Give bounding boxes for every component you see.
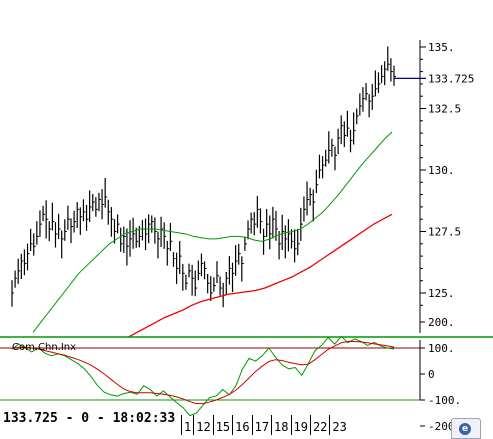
date-tick: 22 xyxy=(309,415,329,435)
date-tick: 19 xyxy=(290,415,310,435)
date-tick: 15 xyxy=(212,415,232,435)
price-tick-label: 125. xyxy=(428,287,455,300)
app-globe-icon: e xyxy=(459,423,471,435)
date-tick: 1 xyxy=(181,415,193,435)
indicator-axis: 200. 100. 0 -100. -200 xyxy=(428,316,461,433)
date-tick: 23 xyxy=(329,415,348,435)
indicator-axis-ticks xyxy=(420,321,425,427)
last-price-label: 133.725 xyxy=(428,72,474,85)
indicator-tick-label: 200. xyxy=(428,316,455,329)
indicator-name: Com.Chn.Inx xyxy=(12,342,76,353)
status-bar: 133.725 - 0 - 18:02:33 1 12 15 16 17 18 19 22 23 xyxy=(0,404,493,435)
price-tick-label: 132.5 xyxy=(428,103,461,116)
indicator-panel[interactable]: 200. 100. 0 -100. -200 Com.Chn.Inx xyxy=(0,316,461,433)
price-tick-label: 135. xyxy=(428,41,455,54)
price-tick-label: 127.5 xyxy=(428,226,461,239)
status-readout: 133.725 - 0 - 18:02:33 xyxy=(3,411,176,426)
price-tick-label: 130. xyxy=(428,164,455,177)
price-axis: 135. 132.5 130. 127.5 125. xyxy=(428,41,461,300)
indicator-tick-label: 0 xyxy=(428,368,435,381)
indicator-line xyxy=(11,341,395,405)
date-tick: 18 xyxy=(271,415,290,435)
indicator-tick-label: -100. xyxy=(428,394,461,407)
price-panel[interactable]: 135. 132.5 130. 127.5 125. 133.725 xyxy=(11,40,474,338)
indicator-signal-line xyxy=(11,335,395,417)
date-tick: 12 xyxy=(193,415,212,435)
indicator-tick-label: -200 xyxy=(428,420,455,433)
date-tick: 16 xyxy=(232,415,251,435)
moving-average-short xyxy=(32,131,393,333)
moving-average-long xyxy=(127,213,393,338)
price-axis-ticks xyxy=(420,46,426,306)
app-globe-button[interactable]: e xyxy=(451,418,481,439)
date-axis: 1 12 15 16 17 18 19 22 23 xyxy=(181,415,349,435)
date-tick: 17 xyxy=(251,415,271,435)
indicator-tick-label: 100. xyxy=(428,342,455,355)
price-bars xyxy=(11,46,396,308)
